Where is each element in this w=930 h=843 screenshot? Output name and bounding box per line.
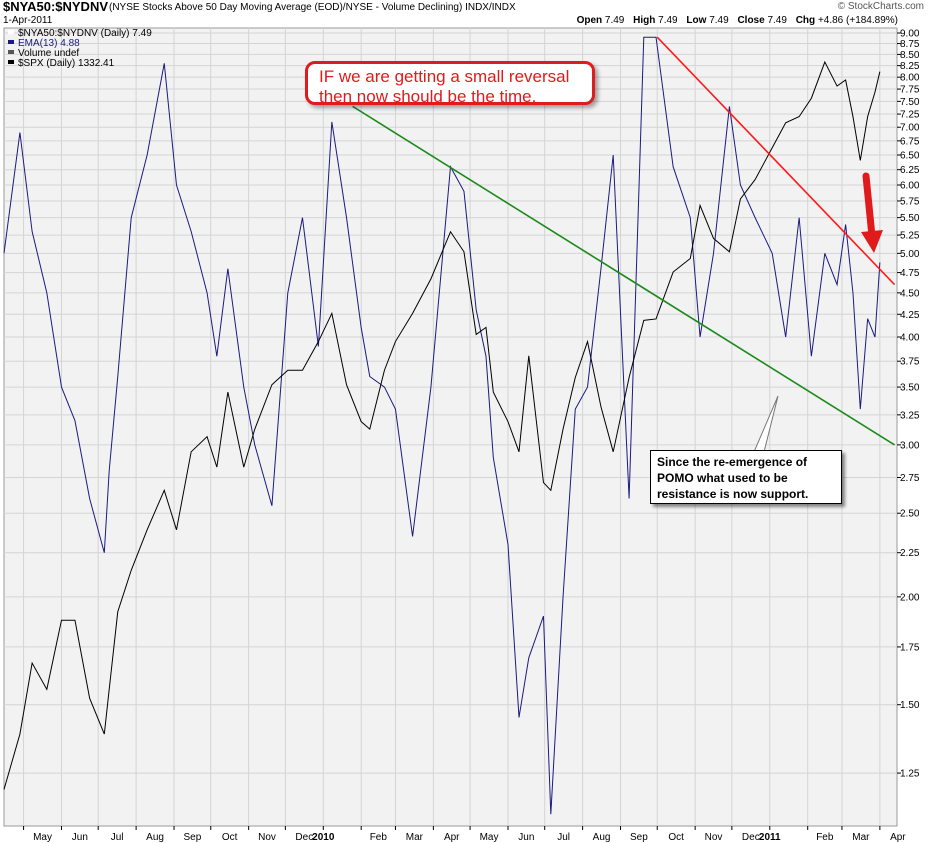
black-callout-text: Since the re-emergence of POMO what used… bbox=[657, 455, 809, 501]
y-tick-label: 5.25 bbox=[900, 231, 920, 242]
y-tick-label: 3.00 bbox=[900, 440, 920, 451]
y-tick-label: 5.00 bbox=[900, 249, 920, 260]
y-tick-label: 1.25 bbox=[900, 769, 920, 780]
y-tick-label: 7.75 bbox=[900, 85, 920, 96]
x-tick-label: Mar bbox=[852, 832, 870, 843]
x-tick-label: May bbox=[33, 832, 52, 843]
trendline-layer bbox=[352, 36, 896, 446]
red-callout-text: IF we are getting a small reversal then … bbox=[319, 67, 570, 106]
x-tick-label: Apr bbox=[444, 832, 460, 843]
x-tick-label: Aug bbox=[146, 832, 164, 843]
y-tick-label: 3.75 bbox=[900, 357, 920, 368]
x-tick-label: 2010 bbox=[312, 832, 335, 843]
x-tick-label: Dec bbox=[742, 832, 760, 843]
x-tick-label: Jul bbox=[111, 832, 124, 843]
y-tick-label: 6.75 bbox=[900, 136, 920, 147]
legend-swatch bbox=[8, 40, 14, 44]
chg-value: +4.86 (+184.89%) bbox=[817, 15, 898, 26]
ohlc-readout: Open 7.49 High 7.49 Low 7.49 Close 7.49 … bbox=[577, 15, 904, 26]
legend-entry: $NYA50:$NYDNV (Daily) 7.49 bbox=[18, 28, 152, 39]
x-tick-label: Sep bbox=[630, 832, 648, 843]
y-tick-label: 3.25 bbox=[900, 410, 920, 421]
red-callout: IF we are getting a small reversal then … bbox=[305, 61, 595, 106]
y-tick-label: 6.00 bbox=[900, 181, 920, 192]
y-tick-label: 7.50 bbox=[900, 97, 920, 108]
series-line-spx bbox=[3, 60, 881, 790]
x-tick-label: Feb bbox=[370, 832, 388, 843]
y-tick-label: 6.25 bbox=[900, 165, 920, 176]
x-tick-label: Dec bbox=[295, 832, 313, 843]
high-value: 7.49 bbox=[658, 15, 678, 26]
low-label: Low bbox=[686, 15, 707, 26]
legend-swatch bbox=[8, 30, 14, 34]
y-tick-label: 7.25 bbox=[900, 110, 920, 121]
y-tick-label: 8.00 bbox=[900, 73, 920, 84]
y-tick-label: 3.50 bbox=[900, 383, 920, 394]
y-tick-label: 2.50 bbox=[900, 509, 920, 520]
y-tick-label: 4.50 bbox=[900, 288, 920, 299]
legend-swatch bbox=[8, 50, 14, 54]
date-label: 1-Apr-2011 bbox=[3, 15, 53, 26]
y-tick-label: 4.75 bbox=[900, 268, 920, 279]
stockcharts-watermark: © StockCharts.com bbox=[837, 1, 924, 12]
page-title: $NYA50:$NYDNV bbox=[3, 0, 109, 14]
x-tick-label: Aug bbox=[593, 832, 611, 843]
close-label: Close bbox=[737, 15, 765, 26]
low-value: 7.49 bbox=[709, 15, 729, 26]
x-tick-label: Sep bbox=[183, 832, 201, 843]
y-tick-label: 8.25 bbox=[900, 61, 920, 72]
page-subtitle: (NYSE Stocks Above 50 Day Moving Average… bbox=[109, 2, 516, 13]
plot-area bbox=[3, 27, 898, 827]
legend-entry: $SPX (Daily) 1332.41 bbox=[18, 58, 115, 69]
y-tick-label: 2.25 bbox=[900, 548, 920, 559]
x-tick-label: Feb bbox=[816, 832, 834, 843]
x-tick-label: Mar bbox=[406, 832, 424, 843]
legend-swatch bbox=[8, 60, 14, 64]
y-tick-label: 6.50 bbox=[900, 150, 920, 161]
open-label: Open bbox=[576, 15, 603, 26]
legend-entry: Volume undef bbox=[18, 48, 79, 59]
x-tick-label: Oct bbox=[668, 832, 684, 843]
series-layer bbox=[3, 36, 881, 815]
high-label: High bbox=[633, 15, 656, 26]
open-value: 7.49 bbox=[604, 15, 625, 26]
y-tick-label: 4.00 bbox=[900, 333, 920, 344]
series-line-ratio bbox=[3, 36, 881, 815]
y-tick-label: 9.00 bbox=[900, 29, 920, 40]
y-tick-label: 1.75 bbox=[900, 642, 920, 653]
chg-label: Chg bbox=[795, 15, 816, 26]
y-tick-label: 2.00 bbox=[900, 592, 920, 603]
trendline-resistance bbox=[656, 36, 896, 286]
x-tick-label: May bbox=[480, 832, 499, 843]
y-tick-label: 7.00 bbox=[900, 123, 920, 134]
x-tick-label: Oct bbox=[222, 832, 238, 843]
y-axis: 9.008.758.508.258.007.757.50 7.25 7.00 6.75… bbox=[897, 29, 920, 780]
y-tick-label: 8.50 bbox=[900, 50, 920, 61]
y-tick-label: 5.50 bbox=[900, 213, 920, 224]
down-arrow-icon bbox=[861, 172, 883, 253]
trendline-support bbox=[352, 105, 895, 446]
y-tick-label: 4.25 bbox=[900, 310, 920, 321]
x-tick-label: Nov bbox=[705, 832, 723, 843]
x-tick-label: Apr bbox=[890, 832, 906, 843]
x-tick-label: Nov bbox=[258, 832, 276, 843]
black-callout: Since the re-emergence of POMO what used… bbox=[650, 450, 842, 504]
y-tick-label: 1.50 bbox=[900, 700, 920, 711]
y-tick-label: 5.75 bbox=[900, 196, 920, 207]
x-tick-label: Jun bbox=[72, 832, 88, 843]
y-tick-label: 8.75 bbox=[900, 39, 920, 50]
legend-entry: EMA(13) 4.88 bbox=[18, 38, 80, 49]
x-tick-label: Jul bbox=[557, 832, 570, 843]
x-tick-label: 2011 bbox=[759, 832, 781, 843]
x-tick-label: Jun bbox=[518, 832, 534, 843]
title-bar: $NYA50:$NYDNV (NYSE Stocks Above 50 Day … bbox=[0, 0, 930, 14]
close-value: 7.49 bbox=[767, 15, 787, 26]
y-tick-label: 2.75 bbox=[900, 473, 920, 484]
